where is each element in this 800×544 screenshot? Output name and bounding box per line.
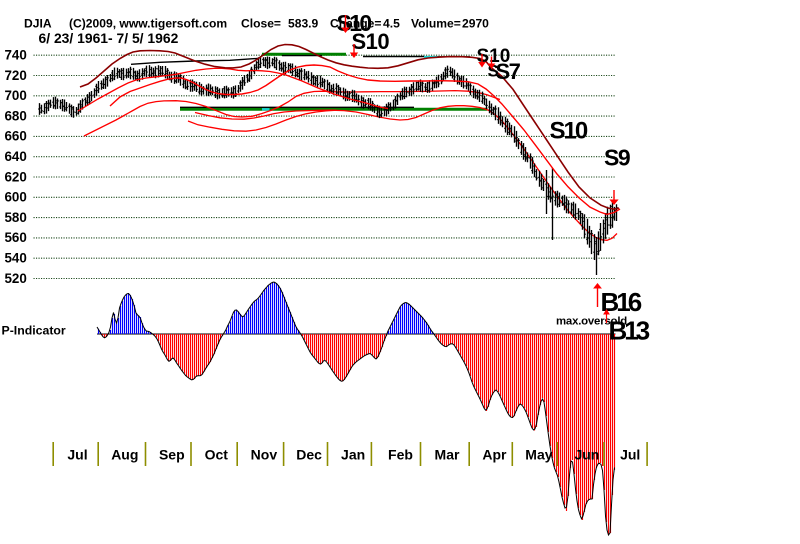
svg-text:B13: B13 — [609, 316, 650, 346]
svg-text:Volume=: Volume= — [411, 16, 461, 30]
svg-text:600: 600 — [4, 190, 26, 205]
svg-text:S10: S10 — [550, 118, 588, 145]
svg-text:580: 580 — [4, 210, 26, 225]
svg-text:S9: S9 — [604, 145, 630, 171]
svg-text:Nov: Nov — [251, 447, 278, 463]
svg-text:Feb: Feb — [388, 447, 413, 463]
svg-text:680: 680 — [4, 108, 26, 123]
svg-text:Dec: Dec — [296, 447, 322, 463]
svg-text:520: 520 — [4, 271, 26, 286]
svg-text:(C)2009, www.tigersoft.com: (C)2009, www.tigersoft.com — [69, 16, 227, 30]
svg-text:Jul: Jul — [67, 447, 87, 463]
svg-text:S10: S10 — [477, 46, 511, 67]
svg-text:660: 660 — [4, 129, 26, 144]
svg-text:700: 700 — [4, 88, 26, 103]
svg-text:max.oversold: max.oversold — [556, 316, 627, 328]
svg-text:DJIA: DJIA — [24, 16, 52, 30]
svg-text:4.5: 4.5 — [383, 16, 400, 30]
svg-text:Apr: Apr — [482, 447, 507, 463]
svg-text:Aug: Aug — [111, 447, 138, 463]
svg-text:583.9: 583.9 — [288, 16, 319, 30]
svg-text:Jul: Jul — [620, 447, 640, 463]
svg-text:740: 740 — [4, 48, 26, 63]
svg-text:Mar: Mar — [435, 447, 460, 463]
svg-text:S10: S10 — [337, 10, 372, 36]
svg-text:Close=: Close= — [241, 16, 281, 30]
svg-text:620: 620 — [4, 169, 26, 184]
svg-text:2970: 2970 — [462, 16, 489, 30]
svg-text:Change=: Change= — [330, 16, 381, 30]
svg-text:S: S — [488, 62, 499, 81]
svg-text:S10: S10 — [352, 29, 390, 54]
svg-text:640: 640 — [4, 149, 26, 164]
svg-text:720: 720 — [4, 68, 26, 83]
svg-text:P-Indicator: P-Indicator — [2, 323, 66, 337]
svg-text:6/ 23/ 1961- 7/ 5/ 1962: 6/ 23/ 1961- 7/ 5/ 1962 — [39, 30, 179, 46]
svg-text:S7: S7 — [496, 59, 521, 84]
svg-text:560: 560 — [4, 230, 26, 245]
svg-text:May: May — [525, 447, 552, 463]
svg-text:Oct: Oct — [205, 447, 229, 463]
svg-text:Jan: Jan — [341, 447, 365, 463]
svg-text:Jun: Jun — [574, 447, 599, 463]
svg-text:540: 540 — [4, 251, 26, 266]
svg-text:Sep: Sep — [159, 447, 185, 463]
